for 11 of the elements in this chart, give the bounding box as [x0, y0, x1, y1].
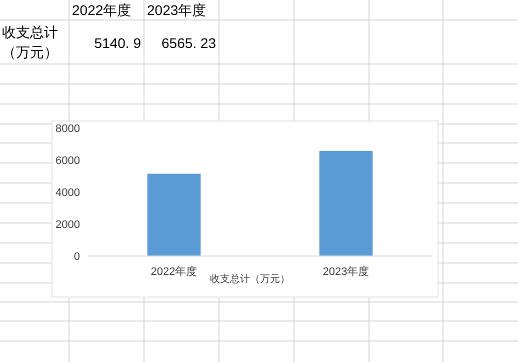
- y-tick-label: 8000: [56, 123, 80, 135]
- category-label: 2022年度: [72, 2, 132, 18]
- x-axis-title: 收支总计（万元）: [210, 273, 290, 285]
- category-label: 2023年度: [147, 2, 206, 18]
- text: 收支总计（万元）: [2, 23, 59, 62]
- y-tick-label: 6000: [56, 155, 80, 167]
- y-tick-label: 2000: [56, 219, 80, 231]
- y-tick-label: 4000: [56, 187, 80, 199]
- text: 5140. 9: [94, 35, 142, 51]
- text: 6565. 23: [162, 35, 216, 51]
- y-tick-label: 0: [74, 251, 80, 263]
